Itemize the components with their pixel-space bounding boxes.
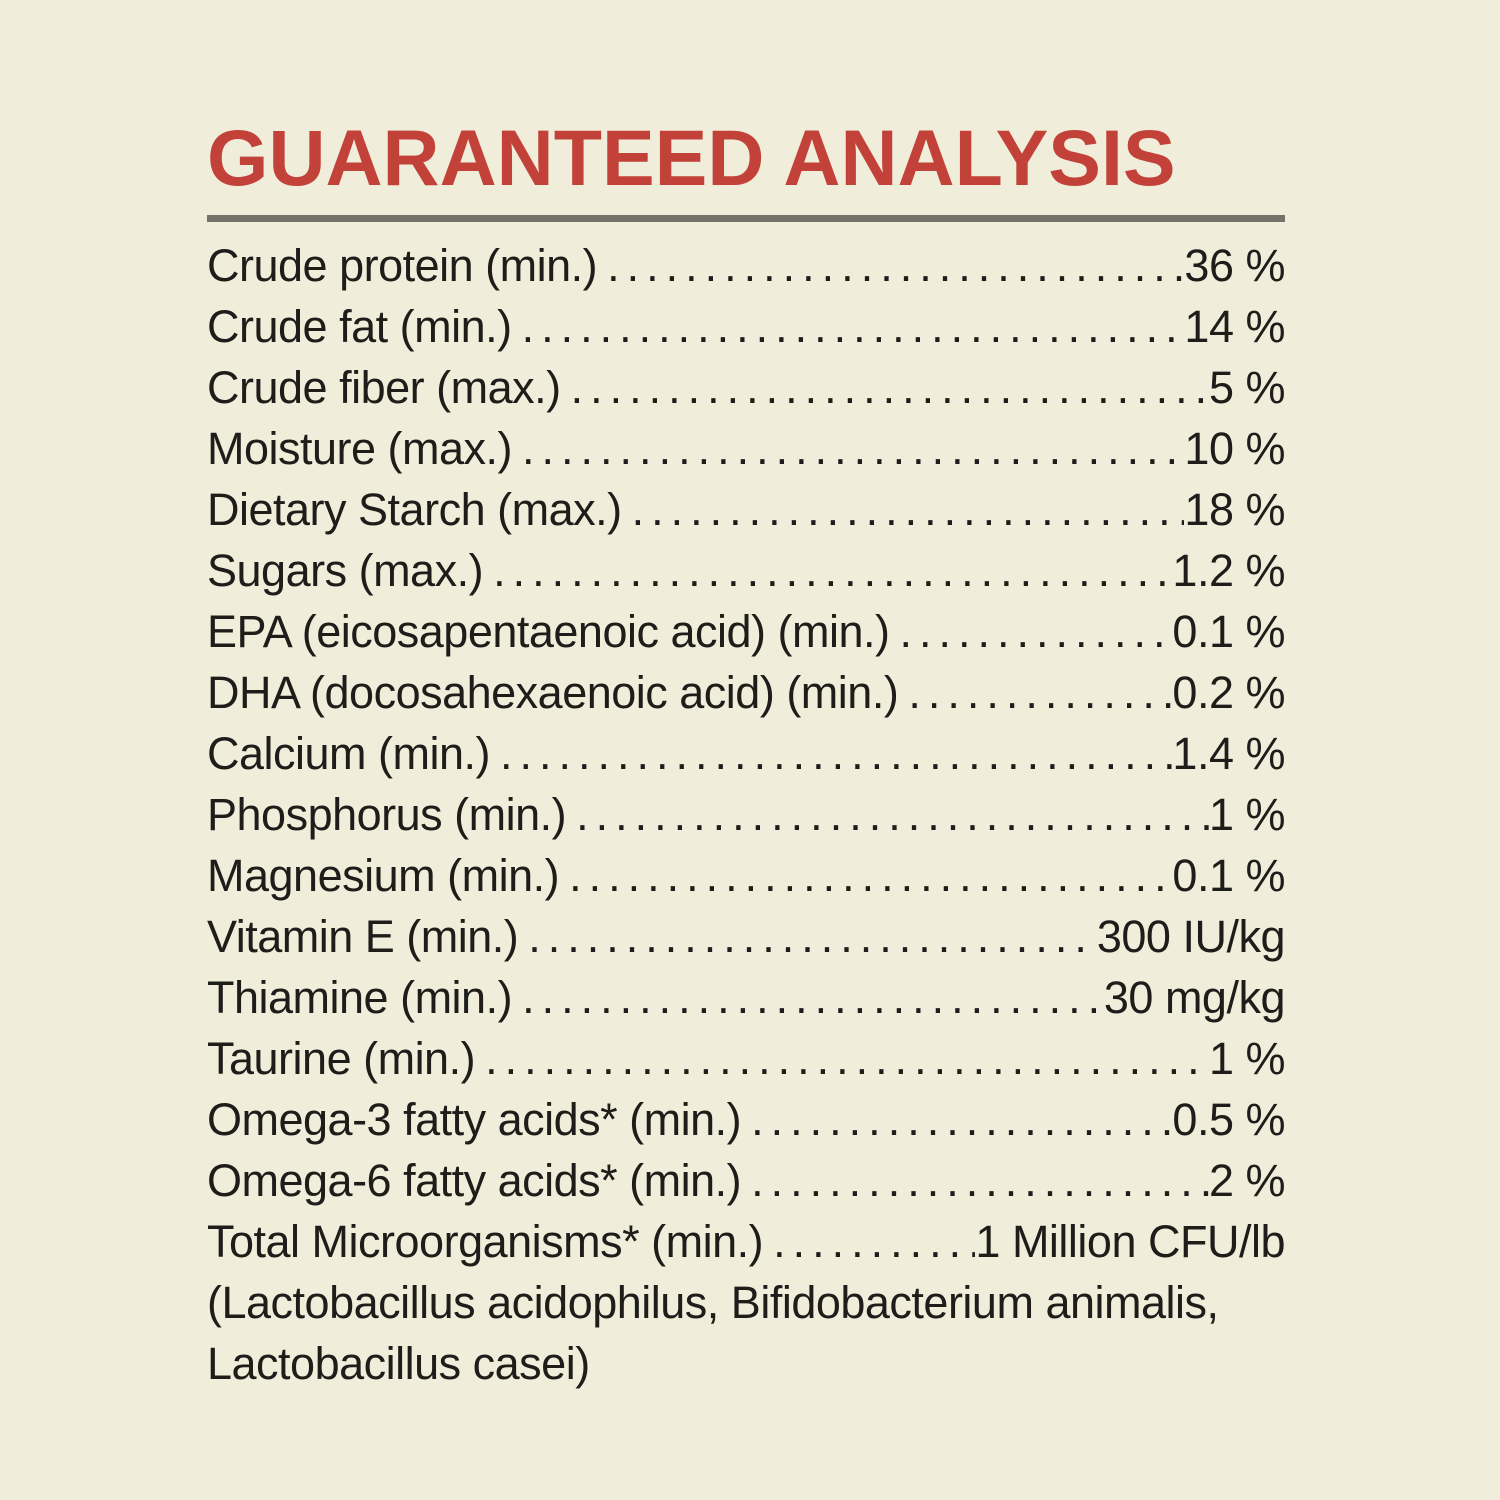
page-title: GUARANTEED ANALYSIS: [207, 113, 1176, 202]
table-row: Moisture (max.) 10 %: [207, 418, 1285, 479]
dot-leader: [741, 1089, 1172, 1150]
nutrient-name: Magnesium (min.): [207, 850, 560, 901]
analysis-table: Crude protein (min.) 36 % Crude fat (min…: [207, 235, 1286, 1394]
nutrient-value: 2 %: [1208, 1155, 1286, 1206]
table-row: Omega-6 fatty acids* (min.) 2 %: [207, 1150, 1286, 1211]
dot-leader: [890, 601, 1173, 662]
nutrient-value: 10 %: [1184, 423, 1285, 474]
dot-leader: [559, 845, 1172, 906]
nutrient-value: 1 Million CFU/lb: [975, 1216, 1285, 1267]
nutrient-value: 1 %: [1208, 789, 1286, 840]
table-row: Dietary Starch (max.) 18 %: [207, 479, 1285, 540]
dot-leader: [518, 906, 1097, 967]
table-row: Magnesium (min.) 0.1 %: [207, 845, 1285, 906]
title-divider: [207, 215, 1285, 222]
nutrient-value: 36 %: [1184, 240, 1285, 291]
nutrient-value: 0.5 %: [1172, 1094, 1285, 1145]
nutrient-value: 14 %: [1184, 301, 1285, 352]
nutrient-name: Crude fiber (max.): [207, 362, 561, 413]
table-row: Crude protein (min.) 36 %: [207, 235, 1285, 296]
nutrient-value: 300 IU/kg: [1096, 911, 1286, 962]
nutrient-name: Phosphorus (min.): [207, 789, 567, 840]
nutrient-name: Vitamin E (min.): [207, 911, 519, 962]
dot-leader: [741, 1150, 1209, 1211]
dot-leader: [512, 967, 1104, 1028]
table-row: Vitamin E (min.) 300 IU/kg: [207, 906, 1286, 967]
table-row: Sugars (max.) 1.2 %: [207, 540, 1285, 601]
nutrient-name: Omega-3 fatty acids* (min.): [207, 1094, 742, 1145]
table-row: Total Microorganisms* (min.) 1 Million C…: [207, 1211, 1285, 1272]
dot-leader: [512, 418, 1184, 479]
dot-leader: [622, 479, 1185, 540]
nutrient-name: Calcium (min.): [207, 728, 491, 779]
dot-leader: [763, 1211, 975, 1272]
table-row: Thiamine (min.) 30 mg/kg: [207, 967, 1286, 1028]
dot-leader: [512, 296, 1185, 357]
nutrient-name: Omega-6 fatty acids* (min.): [207, 1155, 742, 1206]
table-row: DHA (docosahexaenoic acid) (min.) 0.2 %: [207, 662, 1285, 723]
table-row: Crude fiber (max.) 5 %: [207, 357, 1286, 418]
table-row: Phosphorus (min.) 1 %: [207, 784, 1286, 845]
dot-leader: [483, 540, 1172, 601]
microorganisms-footnote-line-1: (Lactobacillus acidophilus, Bifidobacter…: [207, 1277, 1219, 1328]
table-row: Calcium (min.) 1.4 %: [207, 723, 1285, 784]
nutrient-name: Crude fat (min.): [207, 301, 512, 352]
table-row: Taurine (min.) 1 %: [207, 1028, 1286, 1089]
nutrient-value: 0.2 %: [1172, 667, 1285, 718]
table-row: EPA (eicosapentaenoic acid) (min.) 0.1 %: [207, 601, 1285, 662]
nutrient-value: 0.1 %: [1172, 850, 1285, 901]
dot-leader: [490, 723, 1172, 784]
dot-leader: [898, 662, 1172, 723]
nutrient-value: 1 %: [1208, 1033, 1286, 1084]
table-row: Omega-3 fatty acids* (min.) 0.5 %: [207, 1089, 1285, 1150]
nutrient-value: 1.4 %: [1172, 728, 1285, 779]
nutrient-value: 1.2 %: [1172, 545, 1285, 596]
nutrient-value: 30 mg/kg: [1103, 972, 1286, 1023]
dot-leader: [561, 357, 1209, 418]
dot-leader: [566, 784, 1209, 845]
nutrient-name: Crude protein (min.): [207, 240, 598, 291]
nutrient-name: Sugars (max.): [207, 545, 484, 596]
nutrient-name: Thiamine (min.): [207, 972, 513, 1023]
microorganisms-footnote-line-2: Lactobacillus casei): [207, 1338, 590, 1389]
nutrient-name: DHA (docosahexaenoic acid) (min.): [207, 667, 899, 718]
nutrient-name: Moisture (max.): [207, 423, 513, 474]
dot-leader: [597, 235, 1184, 296]
dot-leader: [475, 1028, 1209, 1089]
nutrient-name: EPA (eicosapentaenoic acid) (min.): [207, 606, 890, 657]
nutrient-name: Dietary Starch (max.): [207, 484, 622, 535]
nutrient-name: Taurine (min.): [207, 1033, 476, 1084]
table-row: Crude fat (min.) 14 %: [207, 296, 1285, 357]
nutrient-value: 18 %: [1184, 484, 1285, 535]
nutrient-value: 5 %: [1208, 362, 1286, 413]
nutrient-value: 0.1 %: [1172, 606, 1285, 657]
nutrient-name: Total Microorganisms* (min.): [207, 1216, 764, 1267]
